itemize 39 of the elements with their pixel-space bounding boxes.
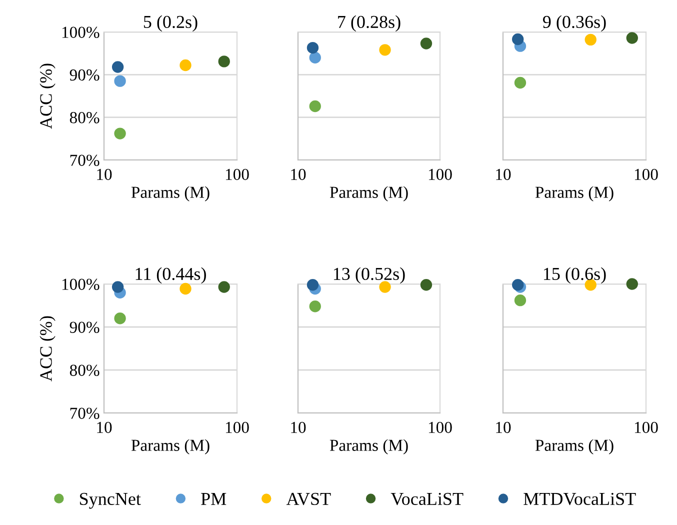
x-axis-title: Params (M) [330, 439, 408, 454]
x-tick-label: 10 [291, 168, 306, 180]
y-tick-label: 100% [62, 278, 100, 290]
legend-label: PM [201, 493, 226, 505]
x-tick-label: 100 [428, 422, 452, 434]
y-axis-title: ACC (%) [40, 64, 56, 129]
x-axis-title: Params (M) [535, 439, 614, 454]
x-tick-label: 100 [226, 168, 249, 180]
y-tick-label: 90% [70, 322, 100, 333]
chart-title: 5 (0.2s) [144, 15, 198, 32]
x-axis-title: Params (M) [330, 186, 408, 202]
y-tick-label: 90% [70, 69, 100, 81]
x-tick-label: 10 [496, 422, 511, 434]
chart-title: 9 (0.36s) [542, 15, 606, 32]
legend-label: VocaLiST [390, 492, 464, 506]
y-tick-label: 80% [70, 364, 100, 376]
x-axis-title: Params (M) [535, 186, 614, 202]
chart-title: 11 (0.44s) [136, 267, 206, 284]
y-tick-label: 80% [70, 112, 100, 124]
x-tick-label: 10 [291, 422, 306, 434]
x-tick-label: 10 [97, 422, 112, 434]
chart-title: 7 (0.28s) [338, 15, 400, 32]
legend-label: SyncNet [80, 492, 141, 509]
y-tick-label: 70% [70, 408, 100, 419]
x-tick-label: 100 [226, 422, 249, 434]
y-axis-title: ACC (%) [40, 316, 56, 382]
chart-title: 13 (0.52s) [334, 267, 405, 284]
legend-label: AVST [286, 492, 331, 506]
legend-label: MTDVocaLiST [524, 492, 636, 506]
y-tick-label: 70% [70, 154, 100, 166]
x-axis-title: Params (M) [131, 439, 210, 454]
chart-title: 15 (0.6s) [544, 267, 606, 284]
x-axis-title: Params (M) [131, 186, 210, 202]
x-tick-label: 10 [496, 168, 511, 180]
x-tick-label: 100 [634, 422, 658, 434]
x-tick-label: 100 [634, 168, 658, 180]
y-tick-label: 100% [62, 26, 100, 38]
x-tick-label: 10 [97, 168, 112, 180]
x-tick-label: 100 [428, 168, 452, 180]
